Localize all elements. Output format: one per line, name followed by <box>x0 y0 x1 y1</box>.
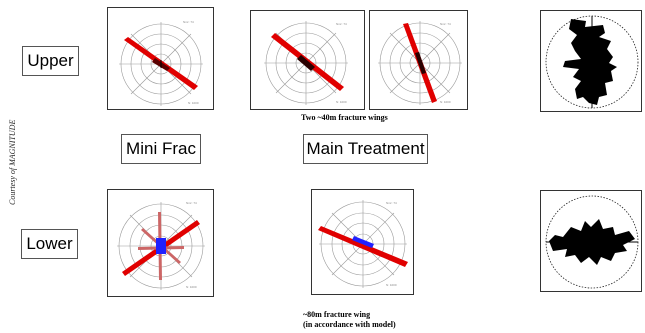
fracture-wing-core <box>297 55 315 71</box>
tick-labels: Nmr: 74 N: 1000 <box>336 22 347 104</box>
blue-core <box>156 238 166 254</box>
tick-labels: Nmr: 74 N: 1000 <box>440 22 451 104</box>
polar-plot-lower-main-svg: Nmr: 74 N: 1000 <box>318 200 408 288</box>
rose-diagram-lower <box>540 190 642 292</box>
polar-grid <box>378 21 462 105</box>
row-label-upper: Upper <box>22 46 79 76</box>
blue-core <box>352 236 374 248</box>
svg-text:N: 1000: N: 1000 <box>188 101 199 105</box>
svg-text:N: 1000: N: 1000 <box>386 283 397 287</box>
tick-labels: Nmr: 74 N: 1000 <box>386 201 397 287</box>
svg-text:Nmr: 74: Nmr: 74 <box>386 201 397 205</box>
svg-text:N: 1000: N: 1000 <box>186 285 197 289</box>
polar-plot-upper-main-2-svg: Nmr: 74 N: 1000 <box>378 21 462 105</box>
rose-diagram-upper-svg <box>545 15 639 109</box>
caption-lower-wing-line1: ~80m fracture wing <box>303 310 371 319</box>
row-label-lower: Lower <box>21 229 78 259</box>
column-label-mini-frac: Mini Frac <box>121 134 201 164</box>
polar-plot-upper-mini-frac-svg: Nmr: 74 N: 1000 <box>119 20 203 106</box>
tick-labels: Nmr: 74 N: 1000 <box>183 20 199 105</box>
polar-plot-upper-main-1-svg: Nmr: 74 N: 1000 <box>264 21 348 105</box>
fracture-wing <box>318 226 408 267</box>
rose-diagram-lower-svg <box>545 195 639 289</box>
svg-text:N: 1000: N: 1000 <box>336 100 347 104</box>
caption-upper-wings: Two ~40m fracture wings <box>301 113 388 122</box>
svg-text:Nmr: 74: Nmr: 74 <box>183 20 194 24</box>
courtesy-label: Courtesy of MAGNITUDE <box>8 119 17 205</box>
polar-plot-lower-mini-frac: Nmr: 74 N: 1000 <box>107 189 214 297</box>
polar-plot-upper-main-1: Nmr: 74 N: 1000 <box>250 10 365 110</box>
svg-text:Nmr: 74: Nmr: 74 <box>186 201 197 205</box>
rose-diagram-upper <box>540 10 642 112</box>
svg-text:Nmr: 74: Nmr: 74 <box>440 22 451 26</box>
polar-plot-lower-mini-frac-svg: Nmr: 74 N: 1000 <box>117 201 205 290</box>
fracture-wing-core <box>415 52 426 74</box>
svg-text:Nmr: 74: Nmr: 74 <box>336 22 347 26</box>
polar-plot-lower-main: Nmr: 74 N: 1000 <box>311 189 414 295</box>
polar-plot-upper-main-2: Nmr: 74 N: 1000 <box>369 10 468 110</box>
rose-petals <box>563 19 617 105</box>
polar-plot-upper-mini-frac: Nmr: 74 N: 1000 <box>107 7 214 110</box>
column-label-main-treatment: Main Treatment <box>303 134 428 164</box>
caption-lower-wing-line2: (in accordance with model) <box>303 320 396 329</box>
svg-text:N: 1000: N: 1000 <box>440 100 451 104</box>
tick-labels: Nmr: 74 N: 1000 <box>186 201 197 289</box>
